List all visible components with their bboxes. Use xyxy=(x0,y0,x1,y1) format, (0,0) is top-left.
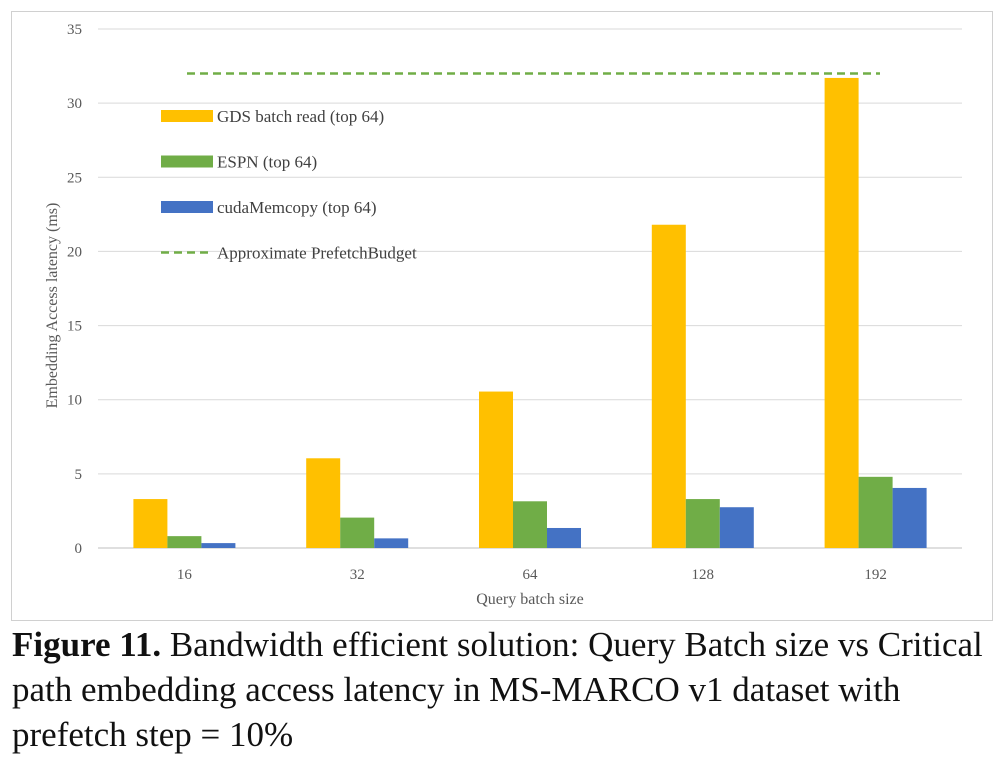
x-tick-label: 192 xyxy=(864,567,887,583)
bar-chart: 0 5 10 15 20 25 30 35 Embedding Access latency (… xyxy=(44,22,962,608)
y-tick-label: 10 xyxy=(67,393,82,409)
legend-label: ESPN (top 64) xyxy=(217,153,317,172)
figure-label: Figure 11. xyxy=(12,625,162,664)
y-tick-label: 5 xyxy=(75,467,83,483)
y-tick-label: 15 xyxy=(67,319,82,335)
bar xyxy=(513,501,547,548)
bar xyxy=(340,517,375,548)
bar xyxy=(547,527,581,548)
legend-swatch xyxy=(161,201,213,213)
bar xyxy=(374,538,409,548)
x-tick-label: 64 xyxy=(523,567,539,583)
figure-caption: Figure 11. Bandwidth efficient solution:… xyxy=(12,622,997,757)
bar xyxy=(167,536,202,548)
bar xyxy=(479,391,513,548)
x-axis-label: Query batch size xyxy=(476,591,584,608)
legend-label: cudaMemcopy (top 64) xyxy=(217,198,377,217)
bar xyxy=(685,499,720,548)
bar xyxy=(201,543,236,548)
figure-caption-text: Bandwidth efficient solution: Query Batc… xyxy=(12,625,983,754)
bar xyxy=(858,476,893,548)
bar xyxy=(651,224,686,549)
bar xyxy=(892,487,927,548)
y-tick-label: 25 xyxy=(67,170,82,186)
y-tick-label: 20 xyxy=(67,244,82,260)
y-tick-label: 35 xyxy=(67,22,82,38)
x-tick-label: 128 xyxy=(692,567,715,583)
bar xyxy=(133,499,168,548)
x-tick-label: 32 xyxy=(350,567,365,583)
legend-swatch xyxy=(161,155,213,168)
legend-label: GDS batch read (top 64) xyxy=(217,107,384,126)
y-tick-label: 0 xyxy=(75,541,83,557)
chart-frame: 0 5 10 15 20 25 30 35 Embedding Access latency (… xyxy=(11,11,993,621)
bar xyxy=(306,458,341,548)
legend-swatch xyxy=(161,110,213,122)
y-tick-label: 30 xyxy=(67,96,82,112)
bar xyxy=(824,77,859,548)
x-tick-label: 16 xyxy=(177,567,193,583)
legend-label: Approximate PrefetchBudget xyxy=(217,244,417,263)
y-axis-label: Embedding Access latency (ms) xyxy=(44,203,61,409)
bar xyxy=(719,507,754,548)
